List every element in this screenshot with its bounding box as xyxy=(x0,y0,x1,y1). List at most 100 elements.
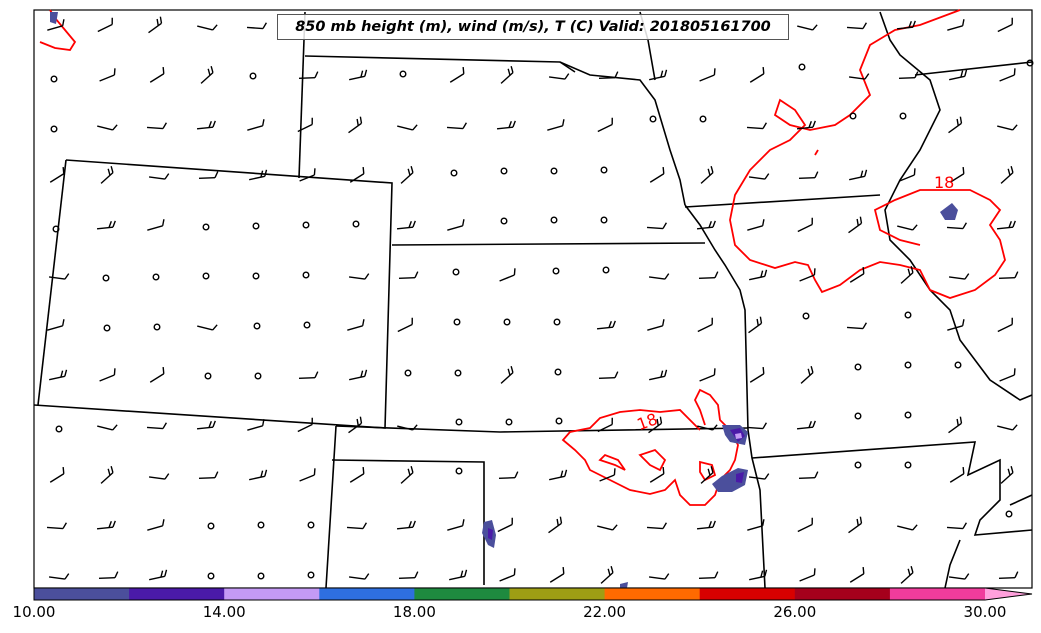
wind-barb-icon xyxy=(646,522,667,530)
wind-barb-icon xyxy=(696,520,716,530)
wind-barb-icon xyxy=(396,220,416,230)
wind-barb-icon xyxy=(147,219,165,231)
wind-barb-icon xyxy=(396,520,416,530)
wind-barb-icon xyxy=(597,117,613,133)
calm-wind-circle-icon xyxy=(404,369,412,377)
calm-wind-circle-icon xyxy=(253,322,261,330)
wind-barb-icon xyxy=(449,67,465,83)
wind-barb-icon xyxy=(797,217,813,233)
map-frame xyxy=(33,9,1033,589)
wind-barb-icon xyxy=(548,73,570,80)
calm-wind-circle-icon xyxy=(252,222,260,230)
calm-wind-circle-icon xyxy=(899,112,907,120)
wind-barb-icon xyxy=(49,369,68,381)
wind-barb-icon xyxy=(99,368,116,382)
calm-wind-circle-icon xyxy=(303,321,311,329)
wind-barb-icon xyxy=(896,20,916,30)
calm-wind-circle-icon xyxy=(649,115,657,123)
wind-barb-icon xyxy=(200,65,214,84)
wind-barb-icon xyxy=(97,124,118,131)
calm-wind-circle-icon xyxy=(254,372,262,380)
wind-barb-icon xyxy=(547,119,565,131)
colorbar-segment xyxy=(414,588,510,600)
wind-barb-icon xyxy=(299,168,316,182)
wind-barb-icon xyxy=(400,165,414,184)
wind-barb-icon xyxy=(247,119,265,131)
colorbar xyxy=(33,587,1033,601)
wind-barb-icon xyxy=(800,365,814,384)
wind-barb-icon xyxy=(348,116,363,134)
wind-barb-icon xyxy=(699,68,716,82)
calm-wind-circle-icon xyxy=(455,467,463,475)
colorbar-tick-label: 18.00 xyxy=(392,603,436,621)
calm-wind-circle-icon xyxy=(453,318,461,326)
calm-wind-circle-icon xyxy=(454,369,462,377)
calm-wind-circle-icon xyxy=(455,418,463,426)
wind-barbs xyxy=(46,16,1034,584)
wind-barb-icon xyxy=(748,173,770,180)
wind-barb-icon xyxy=(700,465,714,484)
calm-wind-circle-icon xyxy=(55,425,63,433)
colorbar-segment xyxy=(889,588,986,600)
calm-wind-circle-icon xyxy=(854,363,862,371)
wind-barb-icon xyxy=(197,24,218,31)
wind-barb-icon xyxy=(49,467,65,483)
wind-barb-icon xyxy=(747,519,765,531)
calm-wind-circle-icon xyxy=(307,521,315,529)
wind-barb-icon xyxy=(500,365,514,384)
wind-barb-icon xyxy=(746,122,767,130)
wind-barb-icon xyxy=(549,469,568,481)
wind-barb-icon xyxy=(96,520,116,530)
calm-wind-circle-icon xyxy=(904,311,912,319)
state-borders xyxy=(33,11,1033,589)
wind-barb-icon xyxy=(600,565,614,584)
wind-barb-icon xyxy=(749,569,768,581)
wind-barb-icon xyxy=(49,167,65,183)
calm-wind-circle-icon xyxy=(202,223,210,231)
colorbar-segment xyxy=(794,588,891,600)
wind-barb-icon xyxy=(898,71,919,79)
wind-barb-icon xyxy=(997,17,1013,33)
calm-wind-circle-icon xyxy=(600,166,608,174)
wind-barb-icon xyxy=(400,465,414,484)
calm-wind-circle-icon xyxy=(904,411,912,419)
wind-barb-icon xyxy=(947,19,965,31)
wind-barb-icon xyxy=(700,165,714,184)
wind-barb-icon xyxy=(998,571,1019,579)
colorbar-segment xyxy=(224,588,320,600)
wind-barb-icon xyxy=(798,471,819,479)
wind-barb-icon xyxy=(549,567,565,583)
calm-wind-circle-icon xyxy=(257,572,265,580)
calm-wind-circle-icon xyxy=(153,323,161,331)
calm-wind-circle-icon xyxy=(555,417,563,425)
wind-barb-icon xyxy=(900,565,914,584)
calm-wind-circle-icon xyxy=(450,169,458,177)
calm-wind-circle-icon xyxy=(102,274,110,282)
calm-wind-circle-icon xyxy=(50,75,58,83)
wind-barb-icon xyxy=(799,268,816,282)
wind-barb-icon xyxy=(596,320,616,330)
wind-barb-icon xyxy=(848,516,863,534)
wind-barb-icon xyxy=(746,422,767,430)
wind-barb-icon xyxy=(849,267,865,283)
wind-barb-icon xyxy=(946,522,967,530)
calm-wind-circle-icon xyxy=(52,225,60,233)
wind-barb-icon xyxy=(996,220,1016,230)
wind-barb-icon xyxy=(698,271,719,279)
colorbar-segment xyxy=(604,588,701,600)
wind-barb-icon xyxy=(649,467,665,483)
calm-wind-circle-icon xyxy=(904,361,912,369)
calm-wind-circle-icon xyxy=(307,571,315,579)
calm-wind-circle-icon xyxy=(954,361,962,369)
wind-barb-icon xyxy=(848,216,863,234)
calm-wind-circle-icon xyxy=(554,368,562,376)
wind-barb-icon xyxy=(398,571,419,579)
wind-barb-icon xyxy=(749,367,765,383)
calm-wind-circle-icon xyxy=(1005,510,1013,518)
wind-barb-icon xyxy=(146,422,167,430)
wind-barb-icon xyxy=(846,22,867,30)
wind-barb-icon xyxy=(1000,465,1014,484)
wind-barb-icon xyxy=(598,71,619,79)
colorbar-tick-label: 22.00 xyxy=(583,603,627,621)
